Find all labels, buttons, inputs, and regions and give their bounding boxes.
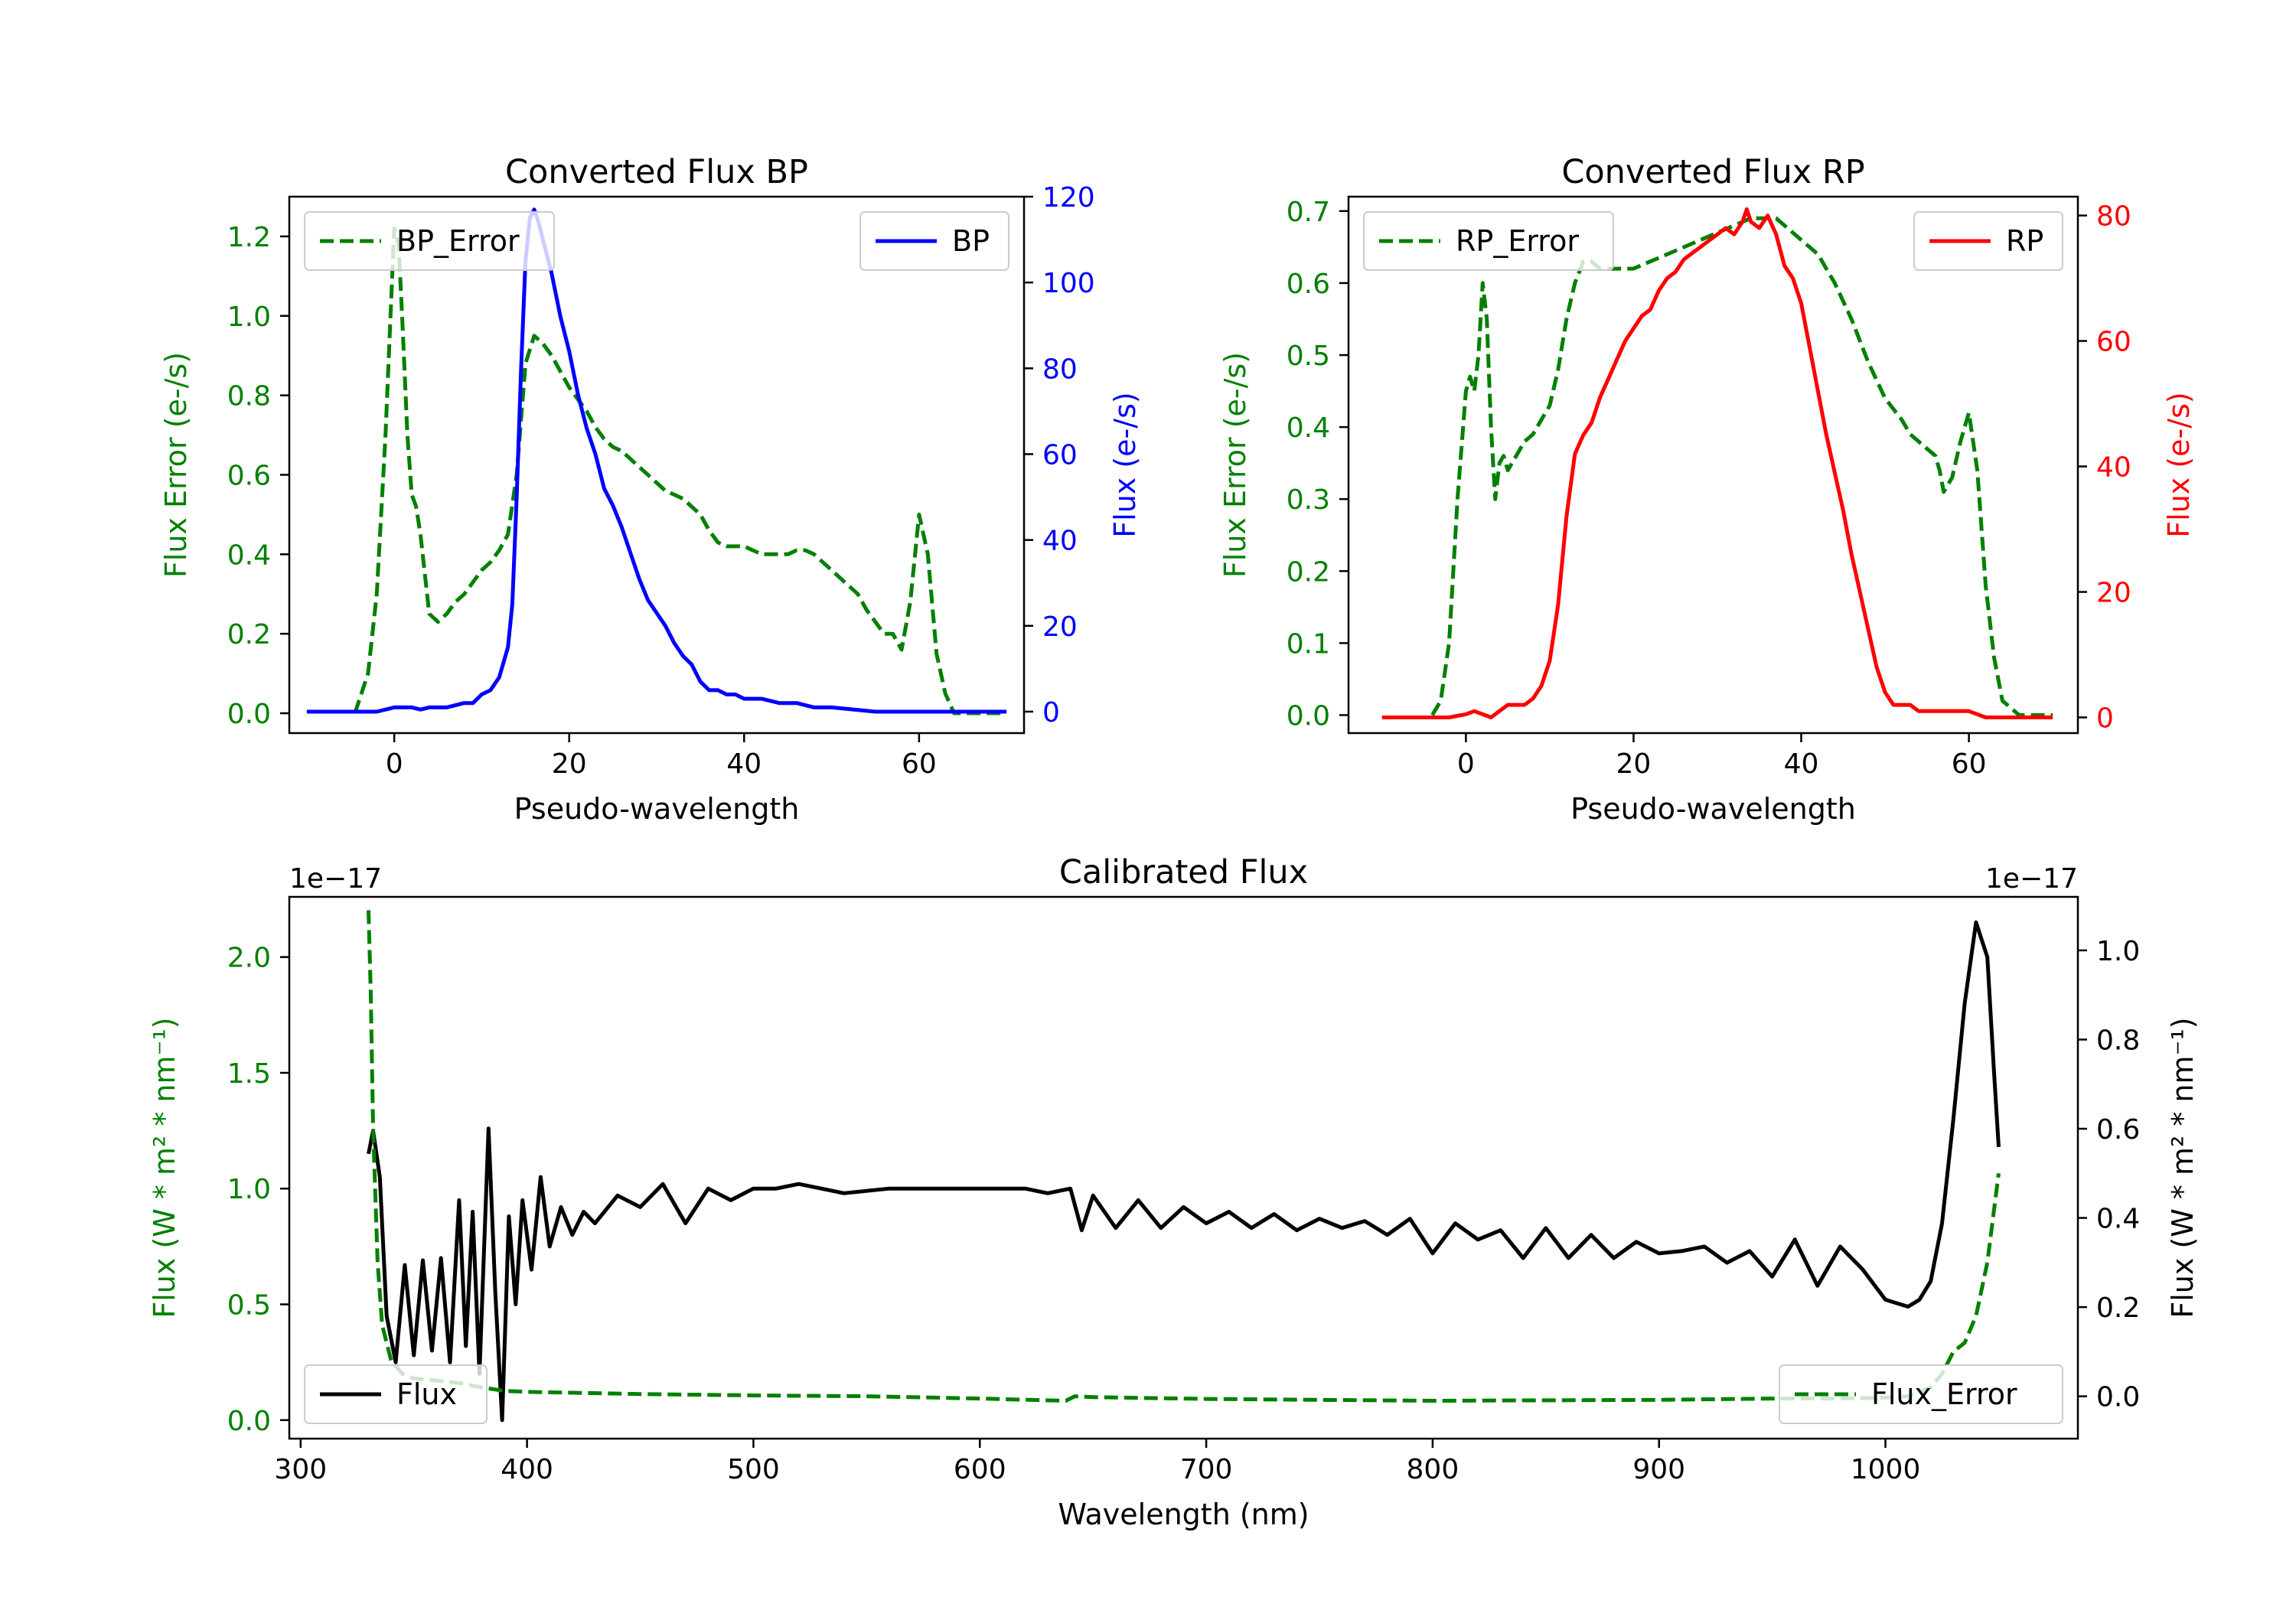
y-right-tick-label: 1.0	[2096, 936, 2140, 967]
y-right-axis-label: Flux (W * m² * nm⁻¹)	[2166, 1017, 2200, 1318]
chart-title: Converted Flux RP	[1561, 153, 1864, 191]
y-right-offset-label: 1e−17	[1985, 863, 2078, 895]
y-left-tick-label: 0.0	[227, 1406, 271, 1437]
x-tick-label: 500	[727, 1454, 780, 1485]
y-right-tick-label: 0	[2096, 703, 2114, 735]
y-right-tick-label: 40	[1042, 526, 1078, 557]
x-tick-label: 20	[552, 748, 587, 780]
y-left-tick-label: 2.0	[227, 943, 271, 974]
y-right-tick-label: 60	[1042, 439, 1078, 471]
y-right-axis-label: Flux (e-/s)	[1108, 392, 1142, 537]
y-left-tick-label: 0.0	[1287, 700, 1330, 732]
x-tick-label: 60	[902, 748, 937, 780]
chart-title: Converted Flux BP	[505, 153, 808, 191]
y-left-tick-label: 0.8	[227, 381, 271, 412]
series-line-flux-error	[367, 910, 2001, 1403]
y-right-tick-label: 60	[2096, 327, 2131, 358]
y-left-tick-label: 0.5	[227, 1290, 271, 1322]
y-left-tick-label: 1.5	[227, 1058, 271, 1090]
y-right-tick-label: 80	[1042, 354, 1078, 385]
y-right-tick-label: 20	[2096, 578, 2131, 609]
legend-label: BP	[952, 224, 990, 258]
y-left-tick-label: 0.4	[227, 539, 271, 571]
series-line-flux	[367, 920, 2001, 1423]
y-left-tick-label: 0.2	[1287, 556, 1330, 588]
x-tick-label: 800	[1407, 1454, 1459, 1485]
legend-box	[304, 211, 555, 271]
y-left-tick-label: 0.4	[1287, 412, 1330, 444]
x-axis-label: Pseudo-wavelength	[1570, 792, 1856, 826]
x-tick-label: 0	[386, 748, 403, 780]
x-tick-label: 600	[954, 1454, 1006, 1485]
y-right-tick-label: 0.8	[2096, 1025, 2140, 1056]
legend-box	[1363, 211, 1614, 271]
y-right-tick-label: 20	[1042, 611, 1078, 643]
y-right-tick-label: 120	[1042, 182, 1095, 214]
x-tick-label: 40	[1784, 748, 1819, 780]
legend-box	[1779, 1364, 2063, 1424]
y-left-tick-label: 1.0	[227, 302, 271, 333]
x-tick-label: 0	[1457, 748, 1475, 780]
legend-label: Flux	[396, 1377, 457, 1411]
y-left-tick-label: 0.5	[1287, 341, 1330, 372]
y-left-tick-label: 1.2	[227, 222, 271, 253]
y-right-tick-label: 100	[1042, 268, 1095, 299]
x-axis-label: Pseudo-wavelength	[514, 792, 800, 826]
y-left-tick-label: 0.6	[227, 460, 271, 491]
y-right-tick-label: 0.6	[2096, 1114, 2140, 1146]
plot-frame	[288, 195, 1026, 735]
legend-box	[304, 1364, 488, 1424]
y-left-tick-label: 0.3	[1287, 484, 1330, 516]
legend-label: RP_Error	[1456, 224, 1579, 258]
plot-frame	[288, 895, 2079, 1440]
y-left-tick-label: 1.0	[227, 1174, 271, 1205]
y-left-tick-label: 0.2	[227, 619, 271, 650]
x-tick-label: 400	[501, 1454, 553, 1485]
legend-label: BP_Error	[396, 224, 520, 258]
y-left-axis-label: Flux Error (e-/s)	[159, 352, 193, 578]
series-line-rp	[1381, 207, 2053, 719]
y-left-axis-label: Flux Error (e-/s)	[1218, 352, 1252, 578]
y-left-tick-label: 0.7	[1287, 197, 1330, 228]
y-right-tick-label: 80	[2096, 201, 2131, 233]
y-right-tick-label: 0.2	[2096, 1292, 2140, 1324]
x-tick-label: 300	[274, 1454, 327, 1485]
x-axis-label: Wavelength (nm)	[1058, 1498, 1309, 1531]
plot-frame	[1347, 195, 2079, 735]
x-tick-label: 700	[1180, 1454, 1233, 1485]
series-line-rp-error	[1430, 216, 2053, 717]
series-line-bp	[306, 207, 1007, 714]
legend-label: RP	[2006, 224, 2043, 258]
y-right-tick-label: 40	[2096, 452, 2131, 484]
y-right-tick-label: 0.0	[2096, 1382, 2140, 1413]
y-left-tick-label: 0.1	[1287, 628, 1330, 660]
series-line-bp-error	[353, 227, 1007, 715]
y-right-tick-label: 0	[1042, 697, 1060, 729]
y-left-tick-label: 0.0	[227, 699, 271, 730]
y-right-tick-label: 0.4	[2096, 1204, 2140, 1235]
y-right-axis-label: Flux (e-/s)	[2162, 392, 2196, 537]
x-tick-label: 20	[1616, 748, 1652, 780]
x-tick-label: 900	[1632, 1454, 1685, 1485]
y-left-axis-label: Flux (W * m² * nm⁻¹)	[148, 1017, 181, 1318]
x-tick-label: 1000	[1851, 1454, 1921, 1485]
x-tick-label: 60	[1952, 748, 1987, 780]
y-left-offset-label: 1e−17	[289, 863, 382, 895]
x-tick-label: 40	[726, 748, 762, 780]
chart-title: Calibrated Flux	[1059, 853, 1308, 892]
legend-label: Flux_Error	[1871, 1377, 2017, 1411]
y-left-tick-label: 0.6	[1287, 269, 1330, 300]
